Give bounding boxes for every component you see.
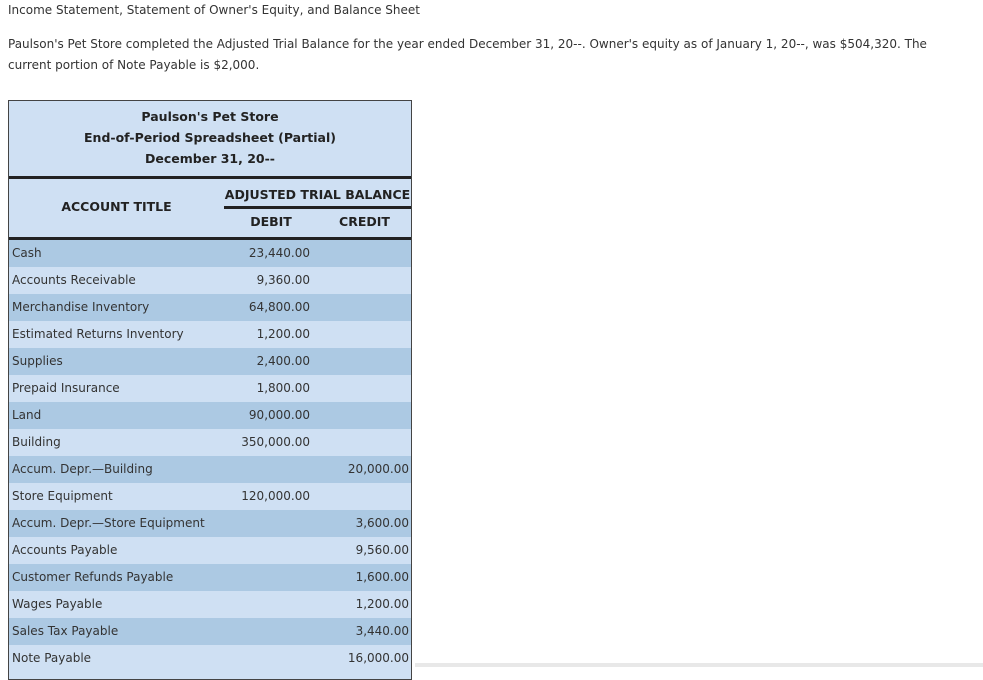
spreadsheet-title: End-of-Period Spreadsheet (Partial) <box>84 130 336 145</box>
debit-cell <box>224 510 318 537</box>
credit-cell <box>318 321 411 348</box>
debit-cell: 1,800.00 <box>256 381 310 395</box>
table-row: Sales Tax Payable 3,440.00 <box>9 618 411 645</box>
credit-cell <box>318 375 411 402</box>
credit-cell <box>318 348 411 375</box>
table-row: Merchandise Inventory 64,800.00 <box>9 294 411 321</box>
debit-cell: 120,000.00 <box>241 489 310 503</box>
debit-cell <box>224 591 318 618</box>
account-cell: Land <box>12 408 42 422</box>
credit-cell <box>318 294 411 321</box>
credit-cell: 3,440.00 <box>355 624 409 638</box>
debit-cell <box>224 537 318 564</box>
credit-cell: 9,560.00 <box>355 543 409 557</box>
debit-cell: 23,440.00 <box>248 246 310 260</box>
debit-cell <box>224 645 318 672</box>
credit-cell <box>318 267 411 294</box>
table-row: Wages Payable 1,200.00 <box>9 591 411 618</box>
problem-intro: Paulson's Pet Store completed the Adjust… <box>8 37 927 72</box>
debit-cell <box>224 456 318 483</box>
account-cell: Accounts Receivable <box>12 273 136 287</box>
account-cell: Accounts Payable <box>12 543 118 557</box>
account-title-header: ACCOUNT TITLE <box>61 199 172 214</box>
table-row: Supplies 2,400.00 <box>9 348 411 375</box>
account-cell: Building <box>12 435 61 449</box>
table-row: Estimated Returns Inventory 1,200.00 <box>9 321 411 348</box>
credit-cell <box>318 429 411 456</box>
spreadsheet-title-block: Paulson's Pet Store End-of-Period Spread… <box>9 106 411 179</box>
adjusted-trial-balance-header: ADJUSTED TRIAL BALANCE <box>224 184 411 209</box>
account-cell: Customer Refunds Payable <box>12 570 174 584</box>
horizontal-scrollbar[interactable] <box>415 663 983 667</box>
account-cell: Supplies <box>12 354 63 368</box>
debit-header: DEBIT <box>250 214 292 229</box>
account-cell: Accum. Depr.—Building <box>12 462 153 476</box>
table-row: Store Equipment 120,000.00 <box>9 483 411 510</box>
account-cell: Note Payable <box>12 651 92 665</box>
credit-header: CREDIT <box>339 214 390 229</box>
debit-cell: 90,000.00 <box>248 408 310 422</box>
credit-cell <box>318 483 411 510</box>
debit-cell <box>224 618 318 645</box>
credit-cell: 3,600.00 <box>355 516 409 530</box>
table-row: Cash 23,440.00 <box>9 240 411 267</box>
spreadsheet-date: December 31, 20-- <box>145 151 275 166</box>
table-row: Accounts Payable 9,560.00 <box>9 537 411 564</box>
page-heading: Income Statement, Statement of Owner's E… <box>8 3 420 17</box>
credit-cell <box>318 402 411 429</box>
table-row: Accum. Depr.—Building 20,000.00 <box>9 456 411 483</box>
account-cell: Wages Payable <box>12 597 103 611</box>
credit-cell <box>318 240 411 267</box>
credit-cell: 20,000.00 <box>347 462 409 476</box>
account-cell: Merchandise Inventory <box>12 300 150 314</box>
debit-cell: 2,400.00 <box>256 354 310 368</box>
debit-cell: 350,000.00 <box>241 435 310 449</box>
credit-cell: 1,200.00 <box>355 597 409 611</box>
table-row: Customer Refunds Payable 1,600.00 <box>9 564 411 591</box>
debit-cell: 9,360.00 <box>256 273 310 287</box>
credit-cell: 16,000.00 <box>347 651 409 665</box>
credit-cell: 1,600.00 <box>355 570 409 584</box>
spreadsheet-table: Paulson's Pet Store End-of-Period Spread… <box>8 100 412 680</box>
account-cell: Prepaid Insurance <box>12 381 120 395</box>
account-cell: Cash <box>12 246 42 260</box>
table-row: Note Payable 16,000.00 <box>9 645 411 672</box>
debit-cell: 1,200.00 <box>256 327 310 341</box>
account-cell: Accum. Depr.—Store Equipment <box>12 516 205 530</box>
debit-cell: 64,800.00 <box>248 300 310 314</box>
table-row: Building 350,000.00 <box>9 429 411 456</box>
table-row: Prepaid Insurance 1,800.00 <box>9 375 411 402</box>
account-cell: Estimated Returns Inventory <box>12 327 184 341</box>
table-row: Accounts Receivable 9,360.00 <box>9 267 411 294</box>
table-row: Accum. Depr.—Store Equipment 3,600.00 <box>9 510 411 537</box>
table-body: Cash 23,440.00 Accounts Receivable 9,360.00… <box>9 240 411 672</box>
account-cell: Store Equipment <box>12 489 113 503</box>
table-row: Land 90,000.00 <box>9 402 411 429</box>
column-header: ACCOUNT TITLE ADJUSTED TRIAL BALANCE DEB… <box>9 179 411 240</box>
company-name: Paulson's Pet Store <box>141 109 279 124</box>
debit-cell <box>224 564 318 591</box>
account-cell: Sales Tax Payable <box>12 624 119 638</box>
